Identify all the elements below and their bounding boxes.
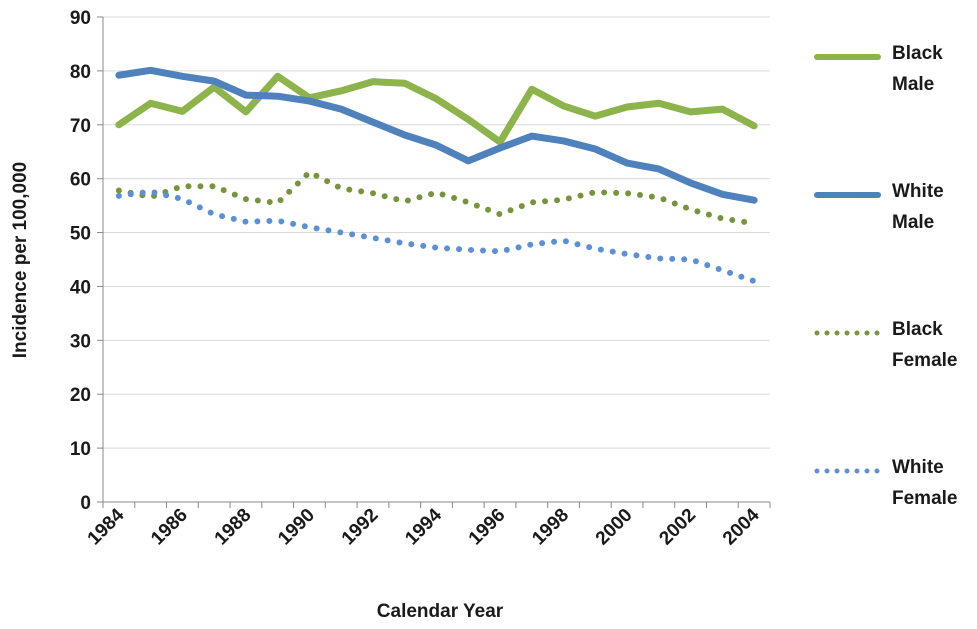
legend-swatch: [814, 468, 881, 474]
x-tick-label: 1992: [338, 505, 383, 550]
y-tick-label: 40: [70, 277, 91, 298]
y-tick-label: 20: [70, 385, 91, 406]
legend-item: Black Female: [812, 314, 972, 384]
x-tick-label: 1998: [528, 505, 573, 550]
legend-item: White Male: [812, 176, 972, 246]
line-series: [115, 169, 758, 227]
x-tick-label: 1996: [465, 505, 510, 550]
legend-item: Black Male: [812, 38, 972, 108]
y-tick-label: 60: [70, 170, 91, 191]
y-axis-title: Incidence per 100,000: [10, 162, 31, 358]
x-tick-label: 1994: [401, 504, 446, 549]
line-series: [115, 72, 758, 146]
y-tick-label: 70: [70, 116, 91, 137]
x-tick-label: 2002: [655, 505, 700, 550]
x-tick-label: 2000: [592, 505, 637, 550]
line-series: [115, 66, 758, 204]
y-tick-label: 50: [70, 224, 91, 245]
x-tick-label: 1990: [274, 505, 319, 550]
legend-item: White Female: [812, 452, 972, 522]
legend-label: White Female: [892, 457, 958, 509]
y-tick-label: 0: [80, 493, 91, 514]
legend-swatch: [814, 330, 881, 336]
y-tick-label: 90: [70, 8, 91, 29]
legend-label: White Male: [892, 181, 944, 233]
legend-label: Black Male: [892, 43, 943, 95]
line-series: [115, 188, 758, 285]
y-tick-label: 80: [70, 62, 91, 83]
x-tick-label: 1988: [211, 505, 256, 550]
x-tick-label: 1986: [147, 505, 192, 550]
legend-swatch: [814, 192, 881, 198]
y-tick-label: 10: [70, 439, 91, 460]
y-tick-label: 30: [70, 331, 91, 352]
legend-swatch: [814, 54, 881, 60]
x-axis-title: Calendar Year: [377, 601, 504, 622]
x-tick-label: 2004: [719, 504, 764, 549]
legend-label: Black Female: [892, 319, 958, 371]
